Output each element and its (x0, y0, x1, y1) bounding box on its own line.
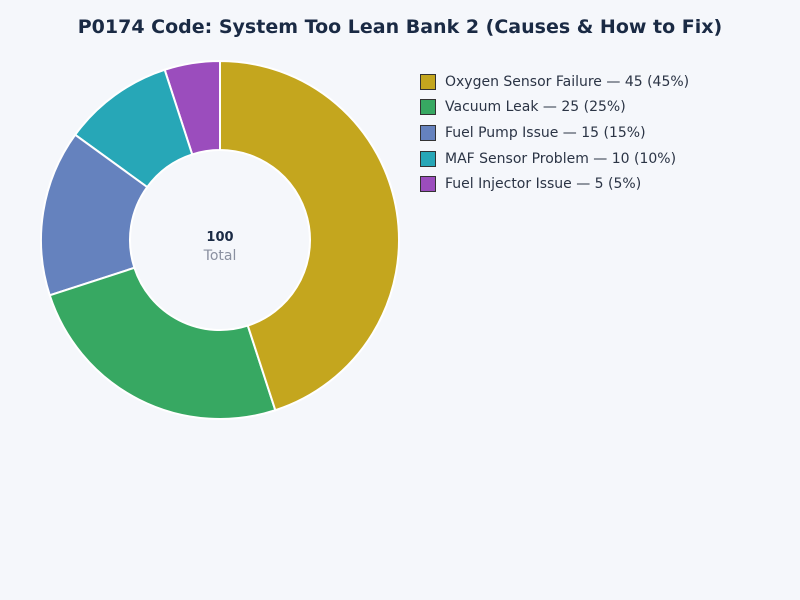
legend-swatch (420, 176, 436, 193)
legend-swatch (420, 124, 436, 141)
legend: Oxygen Sensor Failure — 45 (45%) Vacuum L… (420, 69, 689, 197)
legend-item: Fuel Injector Issue — 5 (5%) (420, 171, 689, 197)
legend-label: Fuel Pump Issue — 15 (15%) (445, 124, 646, 141)
legend-item: Vacuum Leak — 25 (25%) (420, 95, 689, 121)
slice-vacuum-leak (48, 266, 277, 420)
legend-swatch (420, 150, 436, 167)
legend-item: Oxygen Sensor Failure — 45 (45%) (420, 69, 689, 95)
legend-label: Vacuum Leak — 25 (25%) (445, 99, 626, 116)
legend-item: Fuel Pump Issue — 15 (15%) (420, 120, 689, 146)
legend-label: Fuel Injector Issue — 5 (5%) (445, 176, 642, 193)
slice-oxygen-sensor-failure (219, 59, 400, 412)
legend-item: MAF Sensor Problem — 10 (10%) (420, 146, 689, 172)
chart-title: P0174 Code: System Too Lean Bank 2 (Caus… (77, 16, 723, 38)
legend-label: Oxygen Sensor Failure — 45 (45%) (445, 73, 690, 90)
slice-maf-sensor-problem (73, 68, 194, 189)
legend-label: MAF Sensor Problem — 10 (10%) (445, 150, 677, 167)
slice-fuel-pump-issue (40, 133, 149, 297)
center-label: Total (203, 248, 237, 264)
center-value: 100 (206, 230, 233, 245)
legend-swatch (420, 99, 436, 116)
legend-swatch (420, 73, 436, 90)
